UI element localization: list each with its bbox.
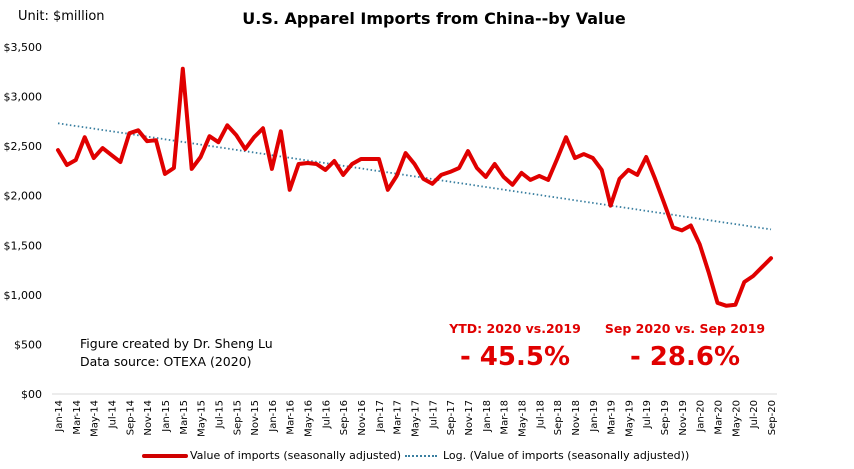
x-tick-label: May-20 xyxy=(731,400,742,437)
x-tick-label: Jan-18 xyxy=(482,400,493,433)
x-tick-label: Jan-14 xyxy=(54,400,65,433)
x-tick-label: Jul-20 xyxy=(749,400,760,429)
x-tick-label: Jan-17 xyxy=(375,400,386,433)
chart-title: U.S. Apparel Imports from China--by Valu… xyxy=(242,9,626,28)
x-tick-label: Sep-15 xyxy=(232,400,243,435)
annotation-sep-label: Sep 2020 vs. Sep 2019 xyxy=(604,321,766,336)
x-tick-label: Sep-18 xyxy=(553,400,564,435)
x-tick-label: Sep-16 xyxy=(339,400,350,435)
x-tick-label: May-16 xyxy=(304,400,315,437)
y-tick-label: $1,000 xyxy=(4,289,43,302)
x-tick-label: Sep-19 xyxy=(660,400,671,435)
x-tick-label: Mar-20 xyxy=(714,400,725,435)
x-tick-label: May-15 xyxy=(197,400,208,437)
x-tick-label: Nov-15 xyxy=(250,400,261,436)
y-tick-label: $3,500 xyxy=(4,41,43,54)
credit-author: Figure created by Dr. Sheng Lu xyxy=(80,336,273,351)
annotation-ytd-value: - 45.5% xyxy=(459,342,571,372)
credit-block: Figure created by Dr. Sheng Lu Data sour… xyxy=(80,335,273,371)
legend-item-trend: Log. (Value of imports (seasonally adjus… xyxy=(405,449,689,462)
annotation-sep: Sep 2020 vs. Sep 2019 - 28.6% xyxy=(600,321,770,372)
x-tick-label: May-19 xyxy=(624,400,635,437)
x-axis: Jan-14 Mar-14 May-14 Jul-14 Sep-14 Nov-14 Jan-… xyxy=(54,400,778,437)
x-tick-label: Sep-14 xyxy=(125,400,136,435)
x-tick-label: Jan-16 xyxy=(268,400,279,433)
legend-item-imports: Value of imports (seasonally adjusted) xyxy=(142,449,401,462)
x-tick-label: Jan-19 xyxy=(589,400,600,433)
x-tick-label: Mar-18 xyxy=(500,400,511,435)
series-line-imports xyxy=(56,66,773,308)
x-tick-label: Sep-20 xyxy=(767,400,778,435)
x-tick-label: Sep-17 xyxy=(446,400,457,435)
y-axis: $00 $500 $1,000 $1,500 $2,000 $2,500 $3,000 $3,… xyxy=(4,41,43,401)
y-tick-label: $2,500 xyxy=(4,140,43,153)
trend-line xyxy=(57,122,772,231)
x-tick-label: Nov-17 xyxy=(464,400,475,436)
x-tick-label: Nov-19 xyxy=(678,400,689,436)
y-tick-label: $00 xyxy=(21,388,42,401)
annotation-ytd: YTD: 2020 vs.2019 - 45.5% xyxy=(430,321,600,372)
annotation-ytd-label: YTD: 2020 vs.2019 xyxy=(449,321,581,336)
y-tick-label: $500 xyxy=(14,338,42,351)
x-tick-label: Nov-14 xyxy=(143,400,154,436)
x-tick-label: May-17 xyxy=(411,400,422,437)
legend-label-imports: Value of imports (seasonally adjusted) xyxy=(190,449,402,462)
legend-swatch-solid xyxy=(142,453,188,458)
legend-swatch-dotted xyxy=(405,454,437,457)
x-tick-label: Jul-14 xyxy=(107,400,118,429)
x-tick-label: Mar-19 xyxy=(607,400,618,435)
y-tick-label: $1,500 xyxy=(4,239,43,252)
y-tick-label: $3,000 xyxy=(4,91,43,104)
annotation-sep-value: - 28.6% xyxy=(629,342,741,372)
x-tick-label: Jul-19 xyxy=(642,400,653,429)
x-tick-label: Jan-15 xyxy=(161,400,172,433)
x-tick-label: Mar-16 xyxy=(286,400,297,435)
x-tick-label: Jul-16 xyxy=(321,400,332,429)
credit-source: Data source: OTEXA (2020) xyxy=(80,354,252,369)
x-tick-label: Mar-15 xyxy=(179,400,190,435)
unit-label: Unit: $million xyxy=(18,9,105,24)
x-tick-label: Jul-15 xyxy=(214,400,225,429)
x-tick-label: Jul-17 xyxy=(428,400,439,429)
y-tick-label: $2,000 xyxy=(4,190,43,203)
legend-label-trend: Log. (Value of imports (seasonally adjus… xyxy=(443,449,690,462)
x-tick-label: Mar-14 xyxy=(72,400,83,435)
x-tick-label: Jul-18 xyxy=(535,400,546,429)
x-tick-label: Jan-20 xyxy=(696,400,707,433)
x-tick-label: Mar-17 xyxy=(393,400,404,435)
x-tick-label: Nov-16 xyxy=(357,400,368,436)
data-points xyxy=(56,67,773,308)
x-tick-label: May-18 xyxy=(517,400,528,437)
x-tick-label: May-14 xyxy=(90,400,101,437)
x-tick-label: Nov-18 xyxy=(571,400,582,436)
